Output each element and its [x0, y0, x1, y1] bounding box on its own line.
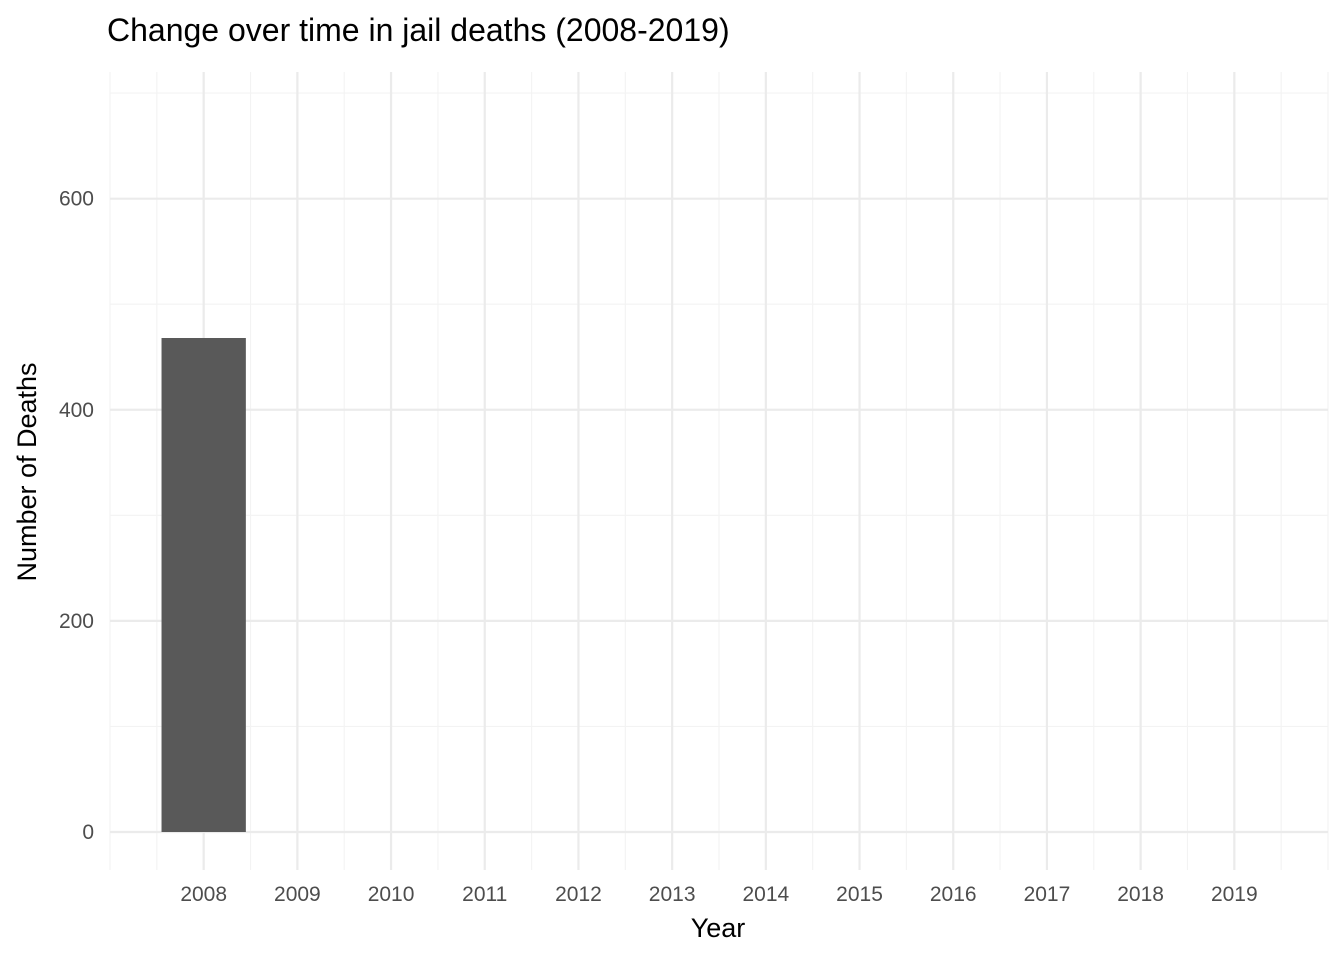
x-tick-label: 2008	[180, 883, 227, 906]
x-tick-label: 2012	[555, 883, 602, 906]
bars	[161, 338, 246, 832]
x-axis-ticks: 2008 2009 2010 2011 2012 2013 2014 2015 2016 2017…	[180, 883, 1257, 906]
x-tick-label: 2018	[1117, 883, 1164, 906]
x-axis-title: Year	[691, 913, 746, 943]
y-axis-ticks: 0 200 400 600	[59, 188, 94, 844]
x-tick-label: 2011	[462, 883, 507, 906]
x-tick-label: 2010	[368, 883, 415, 906]
x-tick-label: 2019	[1211, 883, 1258, 906]
x-tick-label: 2016	[930, 883, 977, 906]
bar-2008	[161, 338, 246, 832]
y-tick-label: 400	[59, 399, 94, 422]
y-tick-label: 600	[59, 188, 94, 211]
grid	[109, 72, 1329, 870]
x-tick-label: 2017	[1024, 883, 1071, 906]
x-tick-label: 2013	[649, 883, 696, 906]
x-tick-label: 2015	[836, 883, 883, 906]
x-tick-label: 2014	[742, 883, 789, 906]
y-axis-title: Number of Deaths	[12, 362, 42, 581]
y-tick-label: 200	[59, 610, 94, 633]
y-tick-label: 0	[82, 821, 94, 844]
chart-title: Change over time in jail deaths (2008-20…	[107, 12, 730, 48]
x-tick-label: 2009	[274, 883, 321, 906]
